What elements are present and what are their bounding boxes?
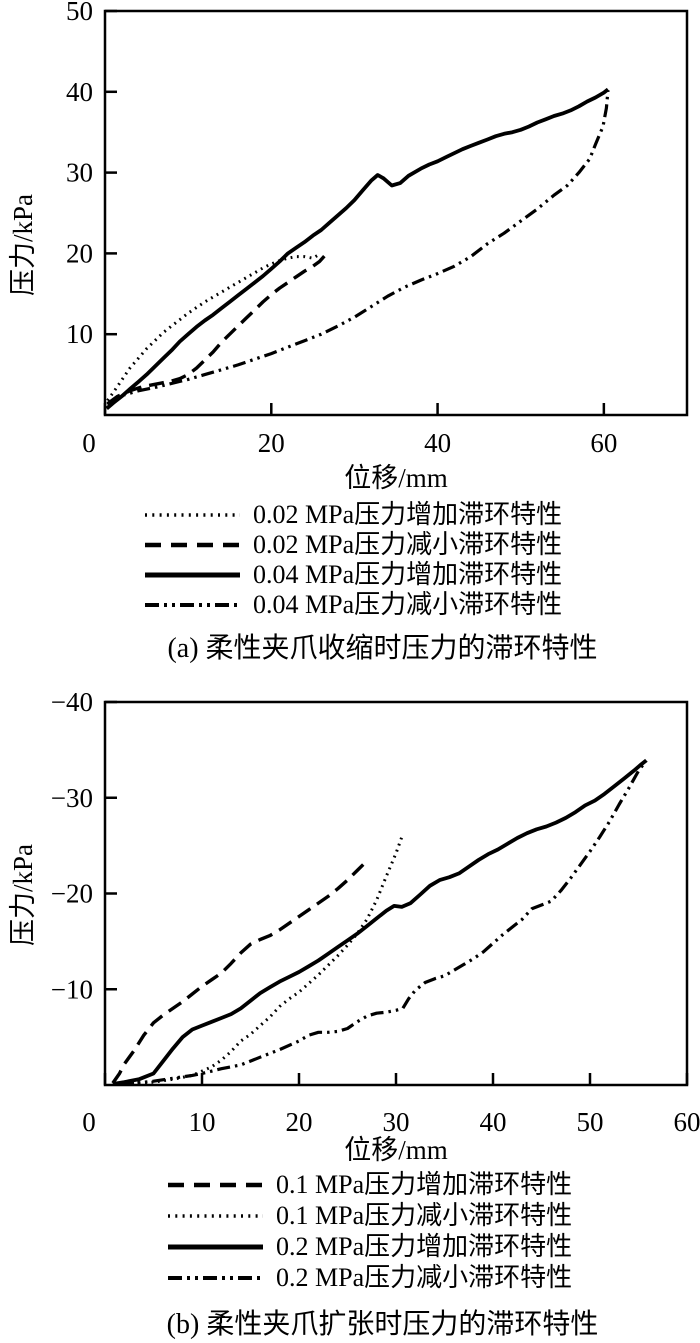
legend-item: 0.2 MPa压力减小滞环特性 bbox=[168, 1262, 572, 1293]
y-tick-label: 10 bbox=[66, 319, 93, 349]
solid-line-sample-icon bbox=[145, 572, 240, 578]
series-solid-curve bbox=[105, 87, 610, 410]
y-axis-title: 压力/kPa bbox=[8, 194, 38, 296]
legend-item-label: 0.1 MPa压力减小滞环特性 bbox=[276, 1200, 573, 1230]
chart-a-legend: 0.02 MPa压力增加滞环特性 0.02 MPa压力减小滞环特性 0.04 MPa… bbox=[145, 500, 562, 620]
plot-frame bbox=[103, 9, 689, 417]
chart-a-plot: 0 20 40 60 10 20 30 40 50 位移/mm 压力/kPa bbox=[8, 0, 689, 493]
chart-b-caption: (b) 柔性夹爪扩张时压力的滞环特性 bbox=[166, 1309, 599, 1340]
legend-item: 0.02 MPa压力增加滞环特性 bbox=[145, 500, 562, 530]
series-dashed-curve bbox=[106, 249, 331, 406]
x-axis-title: 位移/mm bbox=[344, 1135, 448, 1165]
legend-item: 0.04 MPa压力减小滞环特性 bbox=[145, 590, 562, 620]
x-tick-label: 50 bbox=[577, 1107, 604, 1137]
chart-b-plot: 0 10 20 30 40 50 60 −10 −20 −30 −40 位移/mm 压力/kPa bbox=[8, 687, 700, 1165]
y-tick-label: −30 bbox=[51, 783, 93, 813]
x-tick-label: 20 bbox=[286, 1107, 313, 1137]
y-tick-label: 20 bbox=[66, 238, 93, 268]
series-dashdotdot-curve bbox=[119, 759, 648, 1086]
x-axis-title: 位移/mm bbox=[344, 463, 448, 493]
x-tick-label: 40 bbox=[480, 1107, 507, 1137]
series-dotted-curve bbox=[119, 836, 404, 1086]
legend-item-label: 0.2 MPa压力增加滞环特性 bbox=[276, 1231, 573, 1261]
legend-item-label: 0.02 MPa压力减小滞环特性 bbox=[253, 530, 563, 559]
series-solid-curve bbox=[112, 758, 648, 1086]
legend-item: 0.1 MPa压力增加滞环特性 bbox=[168, 1169, 572, 1200]
dotted-line-sample-icon bbox=[145, 513, 240, 517]
y-tick-label: 50 bbox=[66, 0, 93, 26]
x-tick-label: 60 bbox=[674, 1107, 700, 1137]
legend-item-label: 0.04 MPa压力减小滞环特性 bbox=[253, 590, 563, 619]
y-tick-label: 40 bbox=[66, 77, 93, 107]
series-dashdotdot-curve bbox=[106, 90, 610, 406]
legend-item-label: 0.04 MPa压力增加滞环特性 bbox=[253, 560, 563, 589]
legend-item: 0.04 MPa压力增加滞环特性 bbox=[145, 560, 562, 590]
chart-b-legend: 0.1 MPa压力增加滞环特性 0.1 MPa压力减小滞环特性 0.2 MPa压力增… bbox=[168, 1169, 572, 1293]
chart-a-caption: (a) 柔性夹爪收缩时压力的滞环特性 bbox=[167, 633, 598, 664]
y-tick-label: 30 bbox=[66, 158, 93, 188]
x-tick-label: 40 bbox=[424, 428, 451, 458]
legend-item: 0.1 MPa压力减小滞环特性 bbox=[168, 1200, 572, 1231]
legend-item-label: 0.2 MPa压力减小滞环特性 bbox=[276, 1262, 573, 1292]
x-tick-label: 20 bbox=[258, 428, 285, 458]
y-tick-label: −10 bbox=[51, 974, 93, 1004]
dashed-line-sample-icon bbox=[168, 1182, 263, 1187]
x-tick-label: 30 bbox=[383, 1107, 410, 1137]
series-dotted-curve bbox=[106, 252, 321, 402]
y-tick-label: −40 bbox=[51, 687, 93, 717]
legend-item-label: 0.1 MPa压力增加滞环特性 bbox=[276, 1169, 573, 1199]
legend-item-label: 0.02 MPa压力增加滞环特性 bbox=[253, 500, 563, 529]
legend-item: 0.02 MPa压力减小滞环特性 bbox=[145, 530, 562, 560]
x-tick-label: 60 bbox=[590, 428, 617, 458]
x-tick-label: 10 bbox=[189, 1107, 216, 1137]
dotted-line-sample-icon bbox=[168, 1213, 263, 1218]
solid-line-sample-icon bbox=[168, 1244, 263, 1249]
x-tick-label: 0 bbox=[82, 1107, 96, 1137]
x-tick-label: 0 bbox=[82, 428, 96, 458]
dashed-line-sample-icon bbox=[145, 542, 240, 548]
y-axis-title: 压力/kPa bbox=[8, 844, 38, 946]
legend-item: 0.2 MPa压力增加滞环特性 bbox=[168, 1231, 572, 1262]
y-tick-label: −20 bbox=[51, 879, 93, 909]
dashdotdot-line-sample-icon bbox=[168, 1275, 263, 1280]
series-dashed-curve bbox=[111, 859, 369, 1085]
dashdotdot-line-sample-icon bbox=[145, 603, 240, 607]
